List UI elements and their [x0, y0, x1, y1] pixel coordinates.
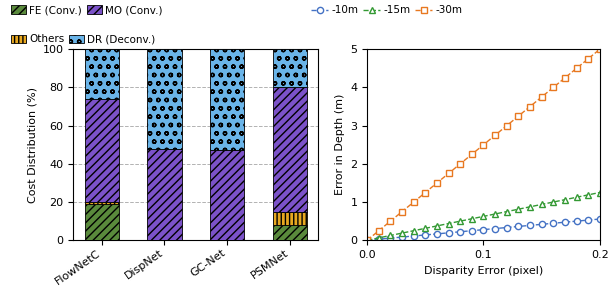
Y-axis label: Cost Distribution (%): Cost Distribution (%): [27, 87, 37, 203]
Bar: [272, 87, 307, 212]
Bar: [84, 202, 119, 204]
Bar: [84, 204, 119, 240]
Bar: [147, 148, 182, 240]
Legend: FE (Conv.), MO (Conv.): FE (Conv.), MO (Conv.): [12, 5, 162, 15]
X-axis label: Disparity Error (pixel): Disparity Error (pixel): [424, 265, 543, 276]
Bar: [272, 212, 307, 225]
Bar: [210, 49, 244, 151]
Bar: [84, 99, 119, 202]
Bar: [272, 225, 307, 240]
Bar: [210, 151, 244, 240]
Legend: Others, DR (Deconv.): Others, DR (Deconv.): [12, 34, 155, 44]
Bar: [147, 49, 182, 148]
Bar: [272, 49, 307, 87]
Legend: -10m, -15m, -30m: -10m, -15m, -30m: [312, 5, 462, 15]
Y-axis label: Error in Depth (m): Error in Depth (m): [335, 94, 345, 196]
Bar: [84, 49, 119, 99]
